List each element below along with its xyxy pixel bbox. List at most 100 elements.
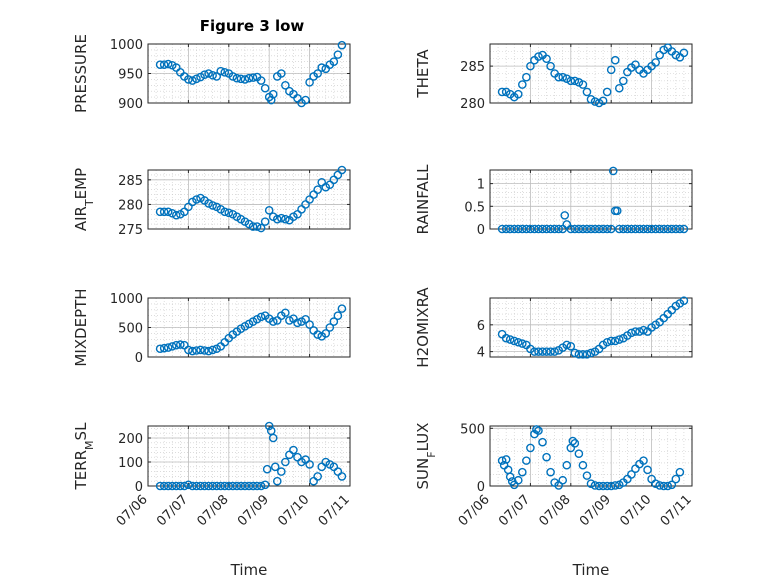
data-point (602, 224, 612, 234)
data-point (651, 479, 660, 488)
data-point (155, 60, 165, 69)
x-tick-label: 07/09 (577, 492, 614, 529)
data-point (671, 474, 681, 484)
data-point (163, 207, 173, 217)
y-axis-label-part: M (83, 440, 96, 450)
subplot-h2omixra: 4 6 H2OMIXRA (414, 287, 693, 368)
data-point (594, 224, 604, 234)
data-point (590, 481, 600, 490)
data-point (679, 296, 689, 305)
data-point (546, 347, 555, 356)
data-point (679, 48, 689, 58)
data-point (268, 317, 278, 326)
data-point (216, 481, 226, 491)
data-point (208, 201, 217, 210)
y-tick-label: 280 (460, 97, 485, 112)
data-point (208, 481, 217, 491)
data-point (627, 328, 636, 338)
data-point (333, 50, 343, 59)
data-point (518, 80, 527, 89)
data-point (558, 72, 568, 82)
data-point (224, 208, 234, 218)
y-axis-label-part: T (83, 199, 96, 207)
data-point (240, 481, 250, 491)
data-point (538, 224, 547, 234)
data-point (196, 481, 205, 491)
y-axis-label-part: EMP (72, 168, 90, 199)
data-point (236, 74, 246, 84)
x-tick-label: 07/07 (496, 492, 533, 529)
data-point (305, 320, 314, 329)
data-point (329, 57, 339, 67)
subplot-mixdepth: 0 500 1000 MIXDEPTH (72, 288, 351, 367)
data-point (212, 72, 221, 81)
data-point (262, 464, 272, 474)
data-point (192, 481, 201, 491)
data-point (582, 350, 592, 359)
data-point (163, 59, 173, 69)
data-point (635, 327, 644, 336)
data-point (281, 457, 290, 467)
data-point (180, 481, 189, 491)
data-point (155, 207, 165, 217)
data-point (679, 224, 689, 234)
data-point (590, 224, 600, 234)
y-axis-label-part: H2OMIXRA (414, 287, 432, 368)
data-point (562, 460, 572, 470)
data-point (574, 350, 584, 359)
data-point (610, 481, 620, 490)
data-point (212, 481, 221, 491)
data-point (526, 61, 535, 71)
data-point (167, 208, 177, 218)
x-tick-label: 07/10 (275, 492, 312, 529)
data-point (184, 480, 193, 490)
data-point (260, 217, 270, 226)
data-point (176, 481, 185, 491)
data-point (204, 481, 213, 491)
data-point (606, 481, 616, 491)
data-point (614, 335, 624, 344)
plot-area (490, 170, 692, 229)
data-point (513, 337, 523, 347)
data-point (586, 224, 596, 234)
x-tick-label: 07/08 (537, 492, 574, 529)
y-axis-label: MIXDEPTH (72, 288, 90, 366)
data-point (220, 207, 230, 217)
data-point (505, 335, 515, 344)
data-point (159, 343, 169, 353)
data-point (675, 224, 685, 234)
y-axis-label: PRESSURE (72, 34, 90, 113)
data-point (518, 224, 527, 234)
data-point (505, 472, 515, 482)
y-tick-label: 1 (477, 178, 485, 193)
data-point (522, 72, 531, 82)
data-point (281, 308, 290, 318)
data-point (663, 224, 673, 234)
data-point (635, 224, 644, 234)
x-tick-label: 07/07 (154, 492, 191, 529)
y-axis-label-part: MIXDEPTH (72, 288, 90, 366)
data-point (578, 350, 588, 359)
data-point (256, 312, 266, 322)
x-tick-label: 07/06 (456, 492, 493, 529)
data-point (228, 72, 238, 81)
data-point (546, 224, 555, 234)
data-point (542, 224, 551, 234)
data-point (176, 340, 185, 349)
data-point (568, 436, 578, 446)
y-axis-label-part: THETA (414, 49, 432, 99)
y-axis-label-part: AIR (72, 206, 90, 231)
data-point (329, 317, 339, 326)
data-point (501, 455, 511, 464)
data-point (602, 481, 612, 491)
data-point (200, 346, 209, 355)
data-point (260, 83, 270, 93)
data-point (171, 481, 181, 491)
data-point (651, 224, 660, 234)
y-tick-label: 100 (118, 456, 143, 471)
data-point (167, 342, 177, 351)
y-tick-label: 0.5 (464, 200, 485, 215)
y-axis-label: AIRTEMP (72, 168, 96, 231)
y-axis-label: TERRMSL (72, 422, 96, 491)
